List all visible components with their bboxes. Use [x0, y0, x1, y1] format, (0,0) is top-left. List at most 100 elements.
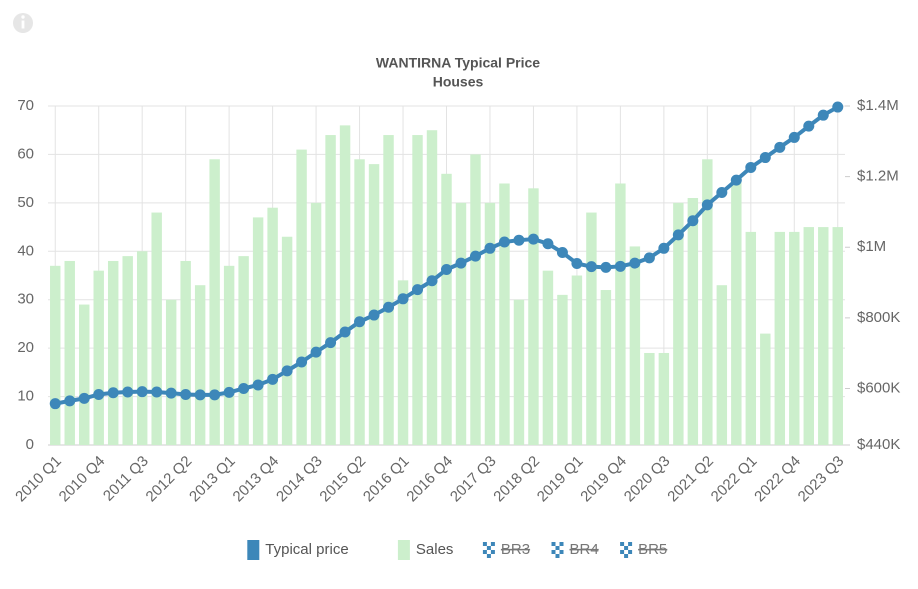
legend-item[interactable]: BR4: [551, 541, 599, 558]
legend-item[interactable]: BR5: [620, 541, 667, 558]
price-point: [484, 242, 496, 254]
sales-bar: [368, 164, 380, 445]
sales-bar: [571, 275, 583, 445]
sales-bar: [499, 183, 510, 445]
legend-swatch: [482, 542, 487, 546]
price-point: [223, 386, 235, 398]
sales-bar: [644, 352, 655, 445]
price-point: [238, 383, 250, 394]
y-tick-label: 20: [17, 339, 34, 356]
sales-bar: [151, 212, 162, 445]
price-point: [296, 356, 308, 368]
price-point: [542, 238, 554, 250]
x-tick-label: 2010 Q1: [12, 453, 65, 506]
sales-bar: [165, 299, 177, 445]
legend-item[interactable]: Typical price: [247, 540, 349, 560]
sales-bar: [745, 231, 757, 445]
price-point: [716, 187, 728, 199]
price-point: [469, 250, 481, 262]
price-point: [687, 215, 699, 227]
price-point: [774, 141, 786, 153]
legend-swatch: [620, 550, 625, 554]
x-tick-label: 2017 Q3: [447, 453, 500, 506]
x-tick-label: 2013 Q1: [186, 453, 239, 506]
sales-bar: [658, 352, 670, 445]
sales-bar: [64, 260, 75, 445]
price-point: [165, 387, 177, 399]
x-tick-label: 2020 Q3: [621, 453, 674, 506]
chart-subtitle: Houses: [433, 74, 484, 90]
x-tick-label: 2021 Q2: [664, 453, 717, 506]
x-tick-label: 2013 Q4: [230, 453, 283, 506]
x-tick-label: 2011 Q3: [100, 453, 152, 505]
sales-bar: [339, 125, 351, 445]
sales-bar: [383, 135, 394, 446]
sales-bar: [441, 173, 452, 446]
price-point: [78, 392, 90, 404]
sales-bar: [716, 285, 728, 445]
price-point: [310, 346, 322, 358]
y-tick-label: 0: [26, 436, 34, 453]
price-point: [803, 120, 815, 132]
sales-bar: [136, 251, 148, 445]
sales-bar: [673, 202, 684, 445]
price-point: [455, 257, 467, 269]
sales-bar: [760, 333, 771, 445]
sales-bar: [774, 231, 786, 445]
sales-bar: [528, 188, 539, 446]
legend-swatch: [555, 546, 560, 550]
sales-bar: [310, 202, 322, 445]
sales-bar: [107, 260, 119, 445]
price-point: [325, 337, 337, 349]
price-point: [194, 389, 206, 401]
sales-bar: [542, 270, 554, 445]
sales-bar: [470, 154, 481, 445]
legend-swatch: [486, 554, 491, 558]
price-point: [64, 395, 76, 407]
x-tick-label: 2016 Q4: [403, 453, 456, 506]
price-point: [383, 301, 395, 313]
price-point: [354, 316, 366, 328]
y-tick-label: 70: [17, 97, 34, 114]
price-point: [368, 309, 380, 321]
x-tick-label: 2016 Q1: [360, 453, 413, 506]
price-point: [513, 234, 525, 246]
sales-bar: [513, 299, 525, 445]
sales-bar: [586, 212, 597, 445]
price-point: [585, 261, 597, 273]
price-point: [93, 389, 105, 401]
legend-swatch: [486, 546, 491, 550]
y2-tick-label: $440K: [857, 436, 900, 453]
sales-bar: [484, 202, 496, 445]
price-point: [614, 260, 626, 272]
x-tick-label: 2022 Q4: [751, 453, 804, 506]
legend-swatch: [559, 542, 564, 546]
sales-bar: [354, 159, 365, 445]
legend-item[interactable]: Sales: [397, 540, 454, 560]
price-point: [426, 275, 438, 287]
price-point: [556, 247, 568, 259]
price-point: [397, 293, 409, 305]
sales-bar: [731, 178, 742, 445]
sales-bar: [281, 236, 293, 445]
y2-tick-label: $1.2M: [857, 168, 899, 185]
price-point: [498, 236, 510, 248]
legend-swatch: [628, 542, 633, 546]
info-icon[interactable]: [13, 13, 33, 33]
legend-item[interactable]: BR3: [482, 541, 530, 558]
sales-bar: [79, 304, 90, 445]
price-point: [571, 257, 583, 269]
x-tick-label: 2023 Q3: [795, 453, 848, 506]
legend-swatch: [559, 550, 564, 554]
price-point: [832, 101, 844, 113]
price-point: [252, 379, 264, 391]
chart-title: WANTIRNA Typical Price: [376, 55, 540, 71]
legend-swatch: [482, 550, 487, 554]
sales-bar: [50, 265, 61, 445]
legend-swatch: [620, 542, 625, 546]
price-point: [745, 161, 757, 173]
sales-bar: [93, 270, 104, 445]
sales-bar: [194, 285, 206, 445]
price-point: [107, 387, 119, 399]
x-tick-label: 2010 Q4: [56, 453, 109, 506]
